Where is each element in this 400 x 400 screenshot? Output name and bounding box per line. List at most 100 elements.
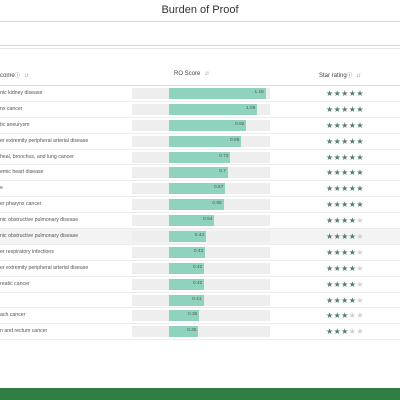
star-rating: ★★★★★ xyxy=(326,199,364,210)
sort-icon[interactable]: ↓↑ xyxy=(204,71,209,77)
star-rating: ★★★★★ xyxy=(326,167,364,178)
score-value: 0.65 xyxy=(212,201,222,207)
outcome-label: n and rectum cancer xyxy=(0,328,48,335)
score-value: 0.42 xyxy=(193,264,203,270)
table-row[interactable]: nic obstructive pulmonary disease 0.54 ★★★… xyxy=(0,213,400,230)
star-filled-icon: ★ xyxy=(341,232,349,242)
star-filled-icon: ★ xyxy=(326,89,334,98)
table-row[interactable]: er respiratory infections 0.43 ★★★★★ xyxy=(0,245,400,261)
star-filled-icon: ★ xyxy=(341,295,349,305)
table-row[interactable]: emic heart disease 0.7 ★★★★★ xyxy=(0,165,400,182)
score-bar xyxy=(169,183,226,195)
star-rating: ★★★★★ xyxy=(326,326,364,337)
score-bar xyxy=(169,310,200,322)
star-rating: ★★★★★ xyxy=(326,215,364,226)
star-filled-icon: ★ xyxy=(356,120,364,130)
star-filled-icon: ★ xyxy=(341,184,349,194)
star-filled-icon: ★ xyxy=(333,104,342,114)
star-filled-icon: ★ xyxy=(326,295,334,305)
table-row[interactable]: ach cancer 0.36 ★★★★★ xyxy=(0,308,400,325)
star-filled-icon: ★ xyxy=(348,200,357,210)
table-row[interactable]: tic aneurysm 0.92 ★★★★★ xyxy=(0,118,400,134)
star-rating: ★★★★★ xyxy=(326,152,364,163)
outcome-label: er pharynx cancer xyxy=(0,201,42,208)
table-row[interactable]: reatic cancer 0.42 ★★★★★ xyxy=(0,277,400,293)
score-bar xyxy=(169,167,228,179)
star-filled-icon: ★ xyxy=(348,232,357,242)
page-header: Burden of Proof xyxy=(0,0,400,20)
star-empty-icon: ★ xyxy=(356,279,364,289)
score-header-label: RO Score xyxy=(174,71,201,77)
outcome-label: ach cancer xyxy=(0,312,26,319)
star-filled-icon: ★ xyxy=(333,232,342,242)
star-filled-icon: ★ xyxy=(333,200,342,210)
table-row[interactable]: nic kidney disease 1.15 ★★★★★ xyxy=(0,86,400,102)
star-filled-icon: ★ xyxy=(356,168,364,178)
score-value: 0.41 xyxy=(192,296,202,302)
star-filled-icon: ★ xyxy=(333,168,342,178)
star-filled-icon: ★ xyxy=(333,327,342,337)
score-bar xyxy=(169,231,207,243)
table-row[interactable]: n and rectum cancer 0.35 ★★★★★ xyxy=(0,324,400,341)
star-filled-icon: ★ xyxy=(326,232,334,242)
info-icon[interactable]: ⓘ xyxy=(14,73,21,79)
star-filled-icon: ★ xyxy=(333,263,342,273)
star-filled-icon: ★ xyxy=(326,263,334,273)
sort-icon[interactable]: ↓↑ xyxy=(24,73,29,79)
star-empty-icon: ★ xyxy=(356,216,364,226)
score-value: 0.43 xyxy=(193,248,204,254)
star-filled-icon: ★ xyxy=(341,263,349,273)
star-filled-icon: ★ xyxy=(348,89,357,98)
star-filled-icon: ★ xyxy=(341,216,349,226)
score-column-header[interactable]: RO Score ↓↑ xyxy=(174,71,209,77)
star-filled-icon: ★ xyxy=(341,120,349,130)
score-bar xyxy=(169,103,258,115)
star-filled-icon: ★ xyxy=(326,152,334,162)
table-row[interactable]: nx cancer 1.05 ★★★★★ xyxy=(0,102,400,118)
outcome-label: er extremity peripheral arterial disease xyxy=(0,137,89,144)
table-row[interactable]: er pharynx cancer 0.65 ★★★★★ xyxy=(0,197,400,214)
star-rating: ★★★★★ xyxy=(326,310,364,321)
score-value: 0.36 xyxy=(187,312,198,318)
score-value: 0.44 xyxy=(194,233,205,239)
star-filled-icon: ★ xyxy=(333,89,342,98)
star-rating: ★★★★★ xyxy=(326,88,364,99)
star-filled-icon: ★ xyxy=(348,184,357,194)
outcome-label: nic obstructive pulmonary disease xyxy=(0,217,79,224)
filter-bar[interactable] xyxy=(0,21,400,46)
star-filled-icon: ★ xyxy=(348,216,357,226)
star-filled-icon: ★ xyxy=(356,152,364,162)
star-filled-icon: ★ xyxy=(348,136,357,146)
star-filled-icon: ★ xyxy=(341,104,349,114)
star-rating: ★★★★★ xyxy=(326,247,364,258)
star-filled-icon: ★ xyxy=(326,136,334,146)
score-bar xyxy=(169,215,215,227)
score-bar xyxy=(169,326,199,338)
info-icon[interactable]: ⓘ xyxy=(346,73,353,79)
star-filled-icon: ★ xyxy=(348,104,357,114)
star-filled-icon: ★ xyxy=(356,184,364,194)
star-filled-icon: ★ xyxy=(333,247,342,257)
table-row[interactable]: 0.41 ★★★★★ xyxy=(0,293,400,309)
star-filled-icon: ★ xyxy=(326,247,334,257)
table-row[interactable]: er extremity peripheral arterial disease… xyxy=(0,134,400,150)
star-rating: ★★★★★ xyxy=(326,104,364,115)
score-value: 0.42 xyxy=(193,280,203,286)
table-row[interactable]: nic obstructive pulmonary disease 0.44 ★★★… xyxy=(0,229,400,245)
star-filled-icon: ★ xyxy=(333,136,342,146)
star-column-header[interactable]: Star ratingⓘ ↓↑ xyxy=(319,71,361,79)
star-filled-icon: ★ xyxy=(326,184,334,194)
table-row[interactable]: e 0.67 ★★★★★ xyxy=(0,181,400,198)
star-filled-icon: ★ xyxy=(348,120,357,130)
table-row[interactable]: heal, bronchus, and lung cancer 0.73 ★★★★★ xyxy=(0,150,400,166)
star-filled-icon: ★ xyxy=(341,200,349,210)
sort-icon[interactable]: ↓↑ xyxy=(356,73,361,79)
star-rating: ★★★★★ xyxy=(326,279,364,290)
score-value: 1.15 xyxy=(254,90,264,95)
outcome-column-header[interactable]: comeⓘ ↓↑ xyxy=(0,71,29,79)
table-row[interactable]: er extremity peripheral arterial disease… xyxy=(0,261,400,277)
star-rating: ★★★★★ xyxy=(326,183,364,194)
outcome-header-label: come xyxy=(0,73,15,79)
score-bar xyxy=(169,135,242,147)
star-header-label: Star rating xyxy=(319,73,347,79)
